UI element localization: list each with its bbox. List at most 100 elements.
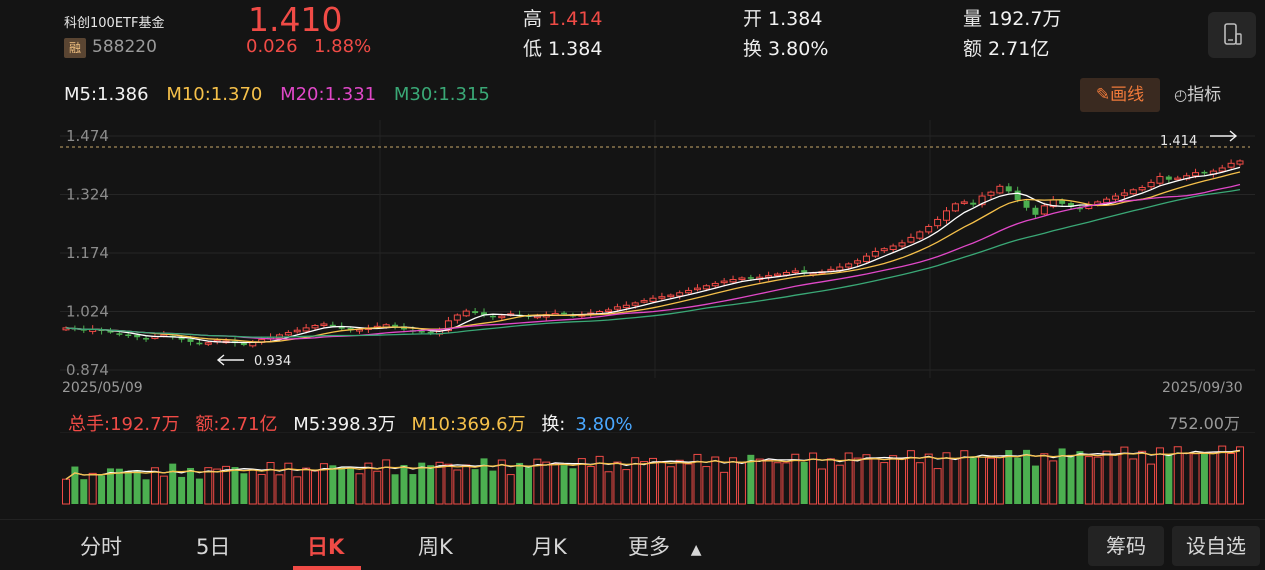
- candle-body: [1068, 203, 1075, 207]
- volume-bar: [613, 461, 622, 505]
- volume-bar: [1023, 449, 1031, 504]
- volume-chart[interactable]: [0, 432, 1265, 510]
- volume-bar: [862, 454, 871, 505]
- price-change: 0.026: [246, 36, 298, 57]
- candle-body: [622, 304, 630, 309]
- volume-bar: [311, 470, 320, 505]
- tab-daily-k[interactable]: 日K: [307, 535, 345, 559]
- volume-bar: [1138, 450, 1147, 505]
- low-arrow-icon: [216, 354, 244, 366]
- candle-body: [720, 280, 728, 284]
- candle-body: [1023, 200, 1030, 208]
- candle-body: [845, 263, 853, 268]
- volume-bar: [924, 453, 933, 505]
- volume-bar: [737, 462, 746, 505]
- candle-body: [854, 260, 862, 264]
- candle-body: [453, 314, 461, 321]
- candle-body: [640, 300, 648, 303]
- y-tick-label: 0.874: [66, 361, 109, 378]
- volume-bar: [782, 462, 791, 505]
- candle-body: [791, 270, 799, 274]
- volume-bar: [213, 468, 222, 505]
- candle-body: [338, 326, 345, 329]
- volume-bar: [1040, 453, 1049, 505]
- volume-bar: [1102, 450, 1111, 505]
- tab-more[interactable]: 更多 ▲: [628, 531, 701, 561]
- tab-weekly-k[interactable]: 周K: [418, 535, 453, 559]
- candle-body: [605, 309, 613, 313]
- candle-body: [143, 338, 150, 340]
- volume-bar: [693, 453, 702, 505]
- volume-bar: [248, 469, 257, 505]
- indicator-label: 指标: [1187, 85, 1222, 105]
- candle-body: [1227, 162, 1235, 168]
- volume-bar: [853, 457, 862, 505]
- candle-body: [533, 315, 541, 319]
- fund-name: 科创100ETF基金: [64, 16, 165, 31]
- tab-intraday[interactable]: 分时: [80, 535, 122, 559]
- volume-bar: [1236, 446, 1244, 505]
- volume-bar: [462, 464, 471, 505]
- ma20-line: [65, 183, 1241, 340]
- indicator-button[interactable]: ◴指标: [1174, 80, 1221, 105]
- candle-body: [204, 342, 212, 345]
- tab-5day[interactable]: 5日: [196, 535, 231, 559]
- device-toggle-button[interactable]: [1208, 12, 1256, 58]
- candle-body: [1111, 195, 1119, 200]
- candle-body: [302, 327, 310, 332]
- volume-bar: [62, 478, 70, 505]
- candle-body: [827, 268, 835, 272]
- volume-bar: [871, 458, 880, 505]
- volume-ma10-line: [65, 450, 1241, 480]
- candle-body: [1059, 199, 1066, 204]
- stat-turnover-label: 换: [743, 38, 763, 60]
- candle-body: [347, 327, 354, 331]
- candle-body: [134, 334, 141, 338]
- chips-button[interactable]: 筹码: [1088, 526, 1164, 566]
- add-watchlist-button[interactable]: 设自选: [1172, 526, 1260, 566]
- volume-bar: [1093, 456, 1102, 505]
- volume-bar: [1173, 446, 1182, 505]
- volume-bar: [284, 462, 293, 505]
- ma30-line: [65, 188, 1241, 338]
- volume-bar: [684, 463, 693, 505]
- volume-bar: [1227, 452, 1236, 505]
- volume-bar: [1218, 445, 1227, 505]
- candle-body: [1040, 205, 1048, 215]
- stat-high-label: 高: [523, 8, 543, 30]
- volume-bar: [889, 455, 898, 505]
- volume-bar: [222, 465, 231, 505]
- candle-body: [782, 272, 790, 276]
- candle-body: [711, 282, 719, 287]
- volume-bar: [826, 458, 835, 505]
- volume-bar: [106, 468, 114, 504]
- volume-bar: [586, 466, 595, 505]
- volume-bar: [657, 461, 666, 505]
- candle-body: [472, 311, 479, 314]
- volume-bar: [1049, 460, 1058, 505]
- volume-bar: [1084, 456, 1093, 505]
- date-end: 2025/09/30: [1162, 380, 1243, 396]
- volume-bar: [124, 470, 132, 504]
- volume-bar: [497, 459, 506, 505]
- candle-body: [462, 310, 470, 317]
- volume-bar: [675, 459, 684, 505]
- candle-body: [702, 285, 710, 290]
- period-tab-bar: 分时 5日 日K 周K 月K 更多 ▲ 筹码 设自选: [0, 519, 1265, 570]
- kline-chart[interactable]: 1.474 1.324 1.174 1.024 0.874 1.414 0.934: [0, 120, 1265, 378]
- volume-bar: [1191, 453, 1200, 505]
- volume-bar: [844, 452, 853, 505]
- tab-monthly-k[interactable]: 月K: [532, 535, 567, 559]
- volume-total: 总手:192.7万: [68, 414, 180, 435]
- candle-body: [934, 218, 942, 227]
- candle-body: [481, 312, 488, 316]
- candle-body: [1236, 160, 1244, 165]
- volume-bars: [62, 445, 1244, 505]
- candle-body: [1005, 186, 1012, 192]
- candle-body: [1147, 181, 1155, 188]
- draw-line-button[interactable]: ✎画线: [1080, 78, 1160, 112]
- volume-bar: [702, 466, 711, 505]
- volume-bar: [764, 459, 773, 505]
- volume-bar: [80, 479, 88, 504]
